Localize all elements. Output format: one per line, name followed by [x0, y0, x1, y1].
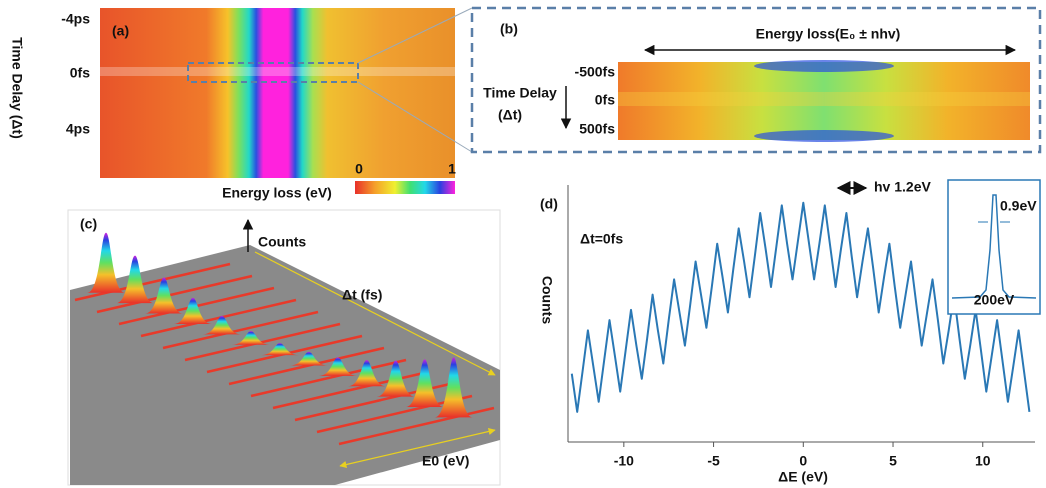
heatmap-feature: [754, 130, 894, 142]
peak: [347, 360, 386, 387]
axis-label: (Δt): [498, 107, 522, 123]
trace-line: [228, 346, 385, 386]
trace-line: [74, 262, 231, 302]
peak: [115, 255, 154, 304]
x-tick-label: -5: [707, 453, 720, 469]
zoom-box: [187, 62, 359, 83]
peak: [289, 351, 328, 366]
time-tick-label: -4ps: [61, 11, 90, 27]
axis-label: Δt (fs): [342, 287, 382, 303]
colorbar-tick-label: 1: [448, 161, 456, 177]
panel-label: (c): [80, 216, 97, 232]
heatmap-a: [100, 8, 455, 178]
trace-line: [250, 358, 407, 398]
x-tick-label: 10: [975, 453, 991, 469]
peak: [231, 331, 270, 345]
heatmap-feature: [754, 60, 894, 72]
heatmap-b: [618, 62, 1030, 140]
x-tick-label: 0: [799, 453, 807, 469]
peak: [202, 315, 241, 335]
zoom-panel: [470, 6, 1042, 154]
inset-label: 0.9eV: [1000, 198, 1037, 214]
axis-label: Time Delay: [483, 85, 557, 101]
trace-line: [140, 298, 297, 338]
trace-line: [272, 370, 429, 410]
panel-title: Energy loss(E₀ ± nhv): [756, 26, 901, 42]
plane: [70, 245, 500, 485]
peak: [260, 343, 299, 356]
spacing-label: hv 1.2eV: [874, 179, 931, 195]
axis-label: Counts: [258, 234, 306, 250]
trace-line: [162, 310, 319, 350]
time-tick-label: 0fs: [595, 92, 615, 108]
panel-label: (a): [112, 23, 129, 39]
peak: [434, 357, 473, 418]
axis-label: Energy loss (eV): [222, 185, 332, 201]
peak: [87, 232, 125, 293]
axis-label: E0 (eV): [422, 453, 469, 469]
trace-line: [184, 322, 341, 362]
annotation: Δt=0fs: [580, 231, 623, 247]
dt-arrow: [254, 251, 496, 376]
zoom-connector: [357, 81, 473, 153]
peak: [405, 359, 444, 407]
colorbar-tick-label: 0: [355, 161, 363, 177]
panel-label: (b): [500, 21, 518, 37]
x-axis-label: ΔE (eV): [778, 469, 828, 485]
time-tick-label: -500fs: [575, 64, 616, 80]
zoom-connector: [357, 7, 473, 64]
zero-band: [618, 92, 1030, 106]
panel-label: (d): [540, 196, 558, 212]
x-tick-label: 5: [889, 453, 897, 469]
time-delay-label: Time Delay (Δt): [9, 37, 25, 139]
zero-band: [100, 67, 455, 76]
peak: [173, 297, 212, 324]
colorbar: [355, 181, 455, 194]
time-tick-label: 0fs: [70, 65, 90, 81]
inset: [947, 179, 1041, 315]
inset-label: 200eV: [974, 292, 1015, 308]
time-tick-label: 500fs: [579, 121, 615, 137]
inset-curve: [951, 194, 1037, 299]
x-tick-label: -10: [614, 453, 634, 469]
peak: [318, 357, 357, 376]
peak: [144, 277, 183, 314]
waterfall: [74, 232, 495, 446]
e0-arrow: [339, 427, 496, 469]
peak: [376, 360, 415, 397]
y-axis-label: Counts: [539, 276, 555, 324]
trace-line: [96, 274, 253, 314]
time-tick-label: 4ps: [66, 121, 90, 137]
